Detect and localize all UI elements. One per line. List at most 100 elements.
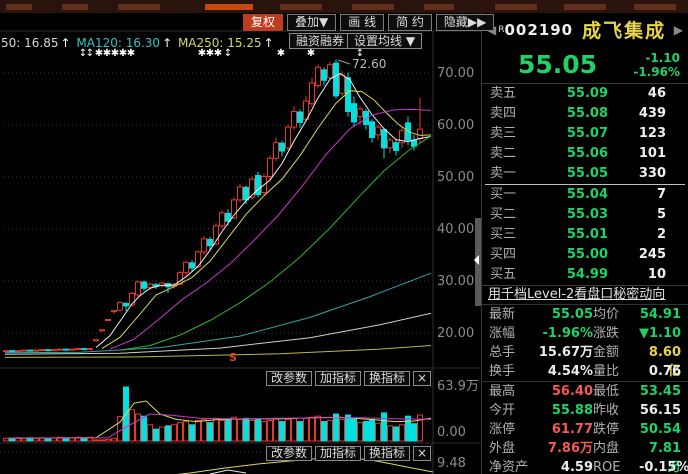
event-marker-icon: ✱ <box>206 48 214 59</box>
menu-fragment[interactable] <box>6 4 32 10</box>
orderbook-row[interactable]: 卖三 55.07 123 <box>482 124 688 144</box>
stock-name: 成飞集成 <box>582 20 667 42</box>
menu-fragment[interactable] <box>352 4 394 10</box>
next-stock-arrow[interactable]: ▶ <box>673 22 683 37</box>
ma-line-MA120 <box>4 272 432 354</box>
stat-row: 总手 15.67万 金额 8.60亿 <box>482 343 688 379</box>
section-divider <box>482 381 688 382</box>
top-menu-strip <box>0 0 688 13</box>
level2-promo-link[interactable]: 用千档Level-2看盘口秘密动向 <box>488 287 666 302</box>
switch-indicator-button[interactable]: 换指标 <box>364 371 411 386</box>
close-pane-button[interactable]: × <box>413 446 432 461</box>
orderbook-row[interactable]: 买三 55.01 2 <box>482 225 688 245</box>
stat-value: 50.54 <box>639 422 681 437</box>
orderbook-row[interactable]: 买四 55.00 245 <box>482 245 688 265</box>
change-param-button[interactable]: 改参数 <box>266 371 313 386</box>
stat-value: 54.91 <box>639 307 681 322</box>
y-axis-tick: 30.00 <box>437 274 474 289</box>
stat-label: 最新 <box>489 307 516 322</box>
draw-line-button[interactable]: 画 线 <box>340 14 385 31</box>
event-marker-icon: ↕ <box>224 48 232 59</box>
set-ma-button[interactable]: 设置均线 ▼ <box>347 33 423 49</box>
change-param-button[interactable]: 改参数 <box>266 446 313 461</box>
orderbook-price: 55.00 <box>566 247 608 262</box>
stock-header: ◀ R 002190 成飞集成 ▶ <box>482 13 688 46</box>
switch-indicator-button[interactable]: 换指标 <box>364 446 411 461</box>
menu-fragment[interactable] <box>62 4 88 10</box>
menu-fragment[interactable] <box>424 4 454 10</box>
orderbook-label: 卖一 <box>490 166 517 181</box>
stat-label: 内盘 <box>593 441 620 456</box>
stock-code: 002190 <box>504 20 574 39</box>
orderbook-price: 54.99 <box>566 267 608 282</box>
orderbook-row[interactable]: 卖四 55.08 439 <box>482 104 688 124</box>
change-value: -1.10 <box>645 50 680 65</box>
event-marker-icon: ✱ <box>277 48 285 59</box>
menu-fragment[interactable] <box>564 4 606 10</box>
stat-label: 净资产 <box>489 460 529 474</box>
menu-fragment-active[interactable] <box>205 4 253 10</box>
orderbook-qty: 123 <box>638 126 666 141</box>
orderbook-price: 55.07 <box>566 126 608 141</box>
quote-stats-top: 最新 55.05 均价 54.91 涨幅 -1.96% 涨跌 ▼1.10 总手 15.67万 金额 8… <box>482 305 688 381</box>
stat-label: 换手 <box>489 364 516 379</box>
event-marker-icon: ↕ <box>79 48 87 59</box>
orderbook-price: 55.04 <box>566 187 608 202</box>
event-marker-icon: ✱ <box>307 48 315 59</box>
stat-value: 4.54% <box>547 364 593 379</box>
add-indicator-button[interactable]: 加指标 <box>315 371 362 386</box>
stat-value: -0.15% <box>639 460 688 474</box>
y-axis-tick: 60.00 <box>437 118 474 133</box>
menu-fragment[interactable] <box>280 4 322 10</box>
menu-fragment[interactable] <box>634 4 676 10</box>
hide-panel-button[interactable]: 隐藏▶▶ <box>435 14 495 31</box>
last-price: 55.05 <box>518 50 598 79</box>
kline-chart: 70.00 60.00 50.00 40.00 30.00 20.00 63.9万 0.00 9… <box>0 30 481 474</box>
menu-fragment[interactable] <box>118 4 160 10</box>
quote-stats-bottom: 最高 56.40 最低 53.45 今开 55.88 昨收 56.15 涨停 61.77 跌停 50.… <box>482 382 688 474</box>
stat-row: 最高 56.40 最低 53.45 <box>482 382 688 401</box>
orderbook-qty: 439 <box>638 106 666 121</box>
stat-label: 涨停 <box>489 422 516 437</box>
stat-row: 净资产 4.59 ROE -0.15% <box>482 458 688 474</box>
sell-orderbook: 卖五 55.09 46 卖四 55.08 439 卖三 55.07 123 卖二 55.06 101 卖… <box>482 84 688 184</box>
adjust-price-button[interactable]: 复权 <box>243 14 284 31</box>
orderbook-qty: 330 <box>638 166 666 181</box>
stat-value: 0.76 <box>648 364 681 379</box>
orderbook-row[interactable]: 买五 54.99 10 <box>482 265 688 285</box>
orderbook-label: 买一 <box>490 187 517 202</box>
orderbook-label: 卖五 <box>490 86 517 101</box>
orderbook-qty: 5 <box>656 207 666 222</box>
orderbook-row[interactable]: 买一 55.04 7 <box>482 185 688 205</box>
margin-trading-button[interactable]: 融资融券 <box>289 33 352 49</box>
vol-ma-line <box>7 413 432 439</box>
price-summary: 55.05 -1.10 -1.96% <box>482 46 688 84</box>
stat-label: 外盘 <box>489 441 516 456</box>
simple-mode-button[interactable]: 简 约 <box>388 14 432 31</box>
orderbook-label: 买五 <box>490 267 517 282</box>
stat-value: 4.59 <box>560 460 593 474</box>
orderbook-row[interactable]: 买二 55.03 5 <box>482 205 688 225</box>
price-change: -1.10 -1.96% <box>633 51 680 79</box>
volume-max-label: 63.9万 <box>437 379 479 394</box>
section-divider <box>482 304 688 305</box>
collapse-arrow-icon[interactable] <box>474 255 479 265</box>
stat-value: 7.81万 <box>648 441 681 474</box>
orderbook-qty: 10 <box>647 267 666 282</box>
change-percent: -1.96% <box>633 64 680 79</box>
overlay-button[interactable]: 叠加▼ <box>287 14 337 31</box>
stat-row: 今开 55.88 昨收 56.15 <box>482 401 688 420</box>
close-pane-button[interactable]: × <box>413 371 432 386</box>
ma-line-MA10 <box>101 90 432 350</box>
stat-label: ROE <box>593 460 621 474</box>
stat-value: 55.05 <box>551 307 593 322</box>
chart-toolbar: 复权 叠加▼ 画 线 简 约 隐藏▶▶ <box>243 14 495 31</box>
orderbook-row[interactable]: 卖二 55.06 101 <box>482 144 688 164</box>
add-indicator-button[interactable]: 加指标 <box>315 446 362 461</box>
orderbook-label: 卖三 <box>490 126 517 141</box>
orderbook-price: 55.09 <box>566 86 608 101</box>
menu-fragment[interactable] <box>495 4 537 10</box>
orderbook-row[interactable]: 卖一 55.05 330 <box>482 164 688 184</box>
orderbook-row[interactable]: 卖五 55.09 46 <box>482 84 688 104</box>
stat-label: 总手 <box>489 345 516 360</box>
